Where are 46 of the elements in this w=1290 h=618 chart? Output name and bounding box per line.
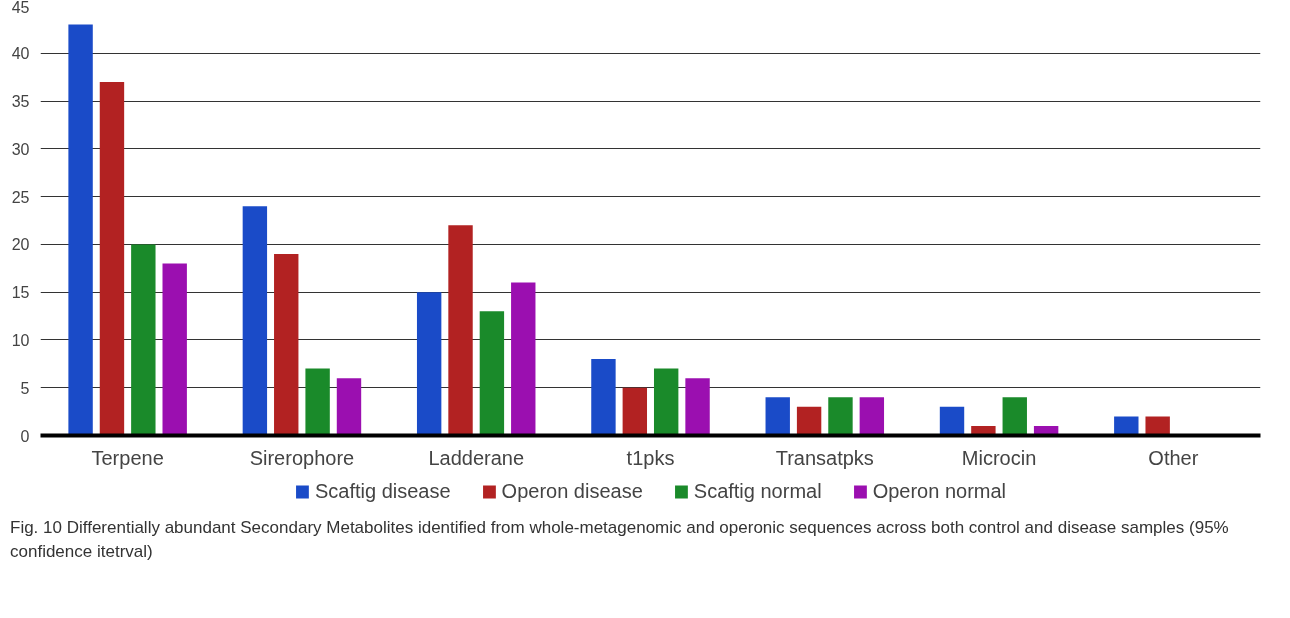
bar — [622, 387, 648, 436]
bar — [1002, 397, 1027, 436]
legend-label: Operon normal — [872, 479, 1007, 503]
bar — [448, 225, 473, 436]
legend-label: Scaftig normal — [693, 479, 822, 503]
bar — [828, 397, 853, 436]
bar — [1114, 416, 1139, 436]
bar — [511, 282, 536, 436]
y-tick-label: 5 — [20, 379, 30, 397]
y-tick-label: 30 — [11, 140, 30, 158]
y-tick-label: 0 — [20, 427, 30, 445]
x-tick-label: Other — [1148, 446, 1199, 469]
bar — [479, 311, 505, 436]
x-tick-label: Terpene — [91, 446, 164, 469]
bar — [653, 368, 679, 436]
y-tick-label: 35 — [11, 93, 30, 111]
bar — [99, 81, 125, 436]
bar — [1145, 416, 1170, 436]
y-tick-label: 45 — [11, 0, 30, 16]
legend-label: Operon disease — [501, 479, 643, 503]
bar — [765, 397, 790, 436]
x-tick-label: Transatpks — [775, 446, 874, 469]
legend-label: Scaftig disease — [314, 479, 451, 503]
y-tick-label: 25 — [11, 188, 30, 206]
x-tick-label: Ladderane — [428, 446, 525, 469]
bar — [242, 206, 268, 436]
y-tick-label: 15 — [11, 284, 30, 302]
bar — [162, 263, 187, 436]
bar — [305, 368, 330, 436]
bar — [336, 378, 362, 436]
y-tick-label: 20 — [11, 236, 30, 254]
bar — [416, 292, 442, 436]
bar — [591, 359, 616, 436]
bar — [68, 24, 93, 436]
bar — [939, 406, 965, 436]
x-tick-label: Sirerophore — [249, 446, 355, 469]
x-tick-label: Microcin — [961, 446, 1037, 469]
caption: Fig. 10 Differentially abundant Secondary Metabolites identified from whole-metagenomic and operonic sequences across both control and disease samples (95% confidence itetrval) — [10, 517, 1230, 564]
x-tick-label: t1pks — [626, 446, 675, 469]
bar — [859, 397, 885, 436]
bar — [131, 244, 156, 436]
y-tick-label: 10 — [11, 331, 30, 349]
bar — [274, 253, 299, 436]
bar — [796, 406, 822, 436]
y-tick-label: 40 — [11, 45, 30, 63]
bar — [685, 378, 710, 436]
